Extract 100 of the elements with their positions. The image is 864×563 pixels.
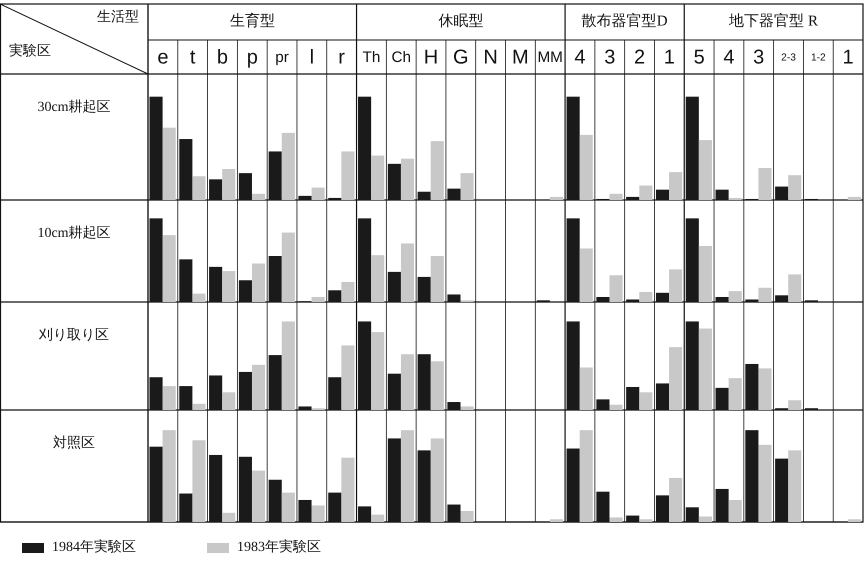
bar [222,392,236,410]
bar [430,361,444,410]
x-tick-label: MM [537,49,563,66]
bar [162,128,176,200]
x-tick-label: 3 [604,46,616,68]
bar [312,188,325,200]
y-axis-title: 刈り取り区 [38,327,109,344]
bar [728,378,742,410]
bar [460,173,474,200]
bar [312,296,325,302]
bar [400,243,414,302]
bar [371,156,384,200]
x-tick-label: N [483,46,498,68]
bar [341,345,354,410]
x-tick-label: pr [275,49,289,66]
bar [341,282,354,302]
x-tick-label: 3 [753,46,764,68]
bar [728,500,742,522]
bar [371,332,384,410]
x-tick-label: G [453,46,469,68]
bar [550,519,563,522]
y-axis-title: 30cm耕起区 [37,99,111,116]
x-tick-label: H [424,46,438,68]
text: 生活型 [97,9,139,26]
chart-title: 散布器官型D [582,12,668,30]
bar [341,151,354,200]
bar [252,194,266,200]
bar [698,140,712,200]
bar [788,274,802,302]
x-tick-label: r [338,46,346,68]
bar [282,321,295,410]
bar [430,256,444,302]
y-axis-title: 対照区 [53,435,95,452]
x-tick-label: 1 [842,46,854,68]
bar [728,291,742,302]
bar [669,478,682,522]
x-tick-label: 4 [574,46,586,68]
x-tick-label: Ch [391,49,411,66]
bar [580,248,593,302]
bar [758,168,772,200]
bar [371,255,384,302]
bar [222,271,236,302]
bar [639,392,652,410]
bar [400,430,414,522]
x-tick-label: e [157,46,168,68]
x-tick-label: M [512,46,529,68]
x-tick-label: Th [362,49,380,66]
bar [669,172,682,200]
bar [371,514,384,522]
bar [341,458,354,522]
bar [192,440,206,522]
chart-title: 地下器官型 R [728,12,818,30]
bar [400,354,414,410]
bar [669,269,682,302]
x-tick-label: l [310,46,314,68]
x-tick-label: 1 [664,46,675,68]
bar [758,288,772,302]
bar [312,505,325,522]
bar [609,404,623,410]
bar [222,512,236,522]
bar [252,364,266,410]
bar [162,235,176,302]
bar [252,264,266,302]
bar [580,134,593,200]
x-tick-label: 2-3 [781,52,796,64]
bar [758,444,772,522]
bar [400,158,414,200]
bar [252,470,266,522]
bar [430,141,444,200]
bar [192,294,206,302]
bar [222,169,236,200]
bar [698,516,712,522]
bar [282,492,295,522]
bar [788,400,802,410]
bar [639,519,652,522]
bar [609,517,623,522]
x-tick-label: 1-2 [810,52,826,64]
legend-label: 1983年実験区 [237,539,321,556]
bar [580,367,593,410]
bar [460,406,474,410]
legend-label: 1984年実験区 [52,539,136,556]
bar [788,175,802,200]
bar [698,328,712,410]
bar [848,519,861,522]
bar [788,450,802,522]
bar [639,186,652,200]
x-tick-label: b [216,46,228,68]
bar [460,510,474,522]
bar [162,386,176,410]
x-tick-label: 4 [723,46,734,68]
bar [192,176,206,200]
x-tick-label: t [190,46,196,68]
bar [282,132,295,200]
bar [282,232,295,302]
bar [669,347,682,410]
bar [162,430,176,522]
bar [609,275,623,302]
bar [430,438,444,522]
bar [192,404,206,410]
bar [639,292,652,302]
